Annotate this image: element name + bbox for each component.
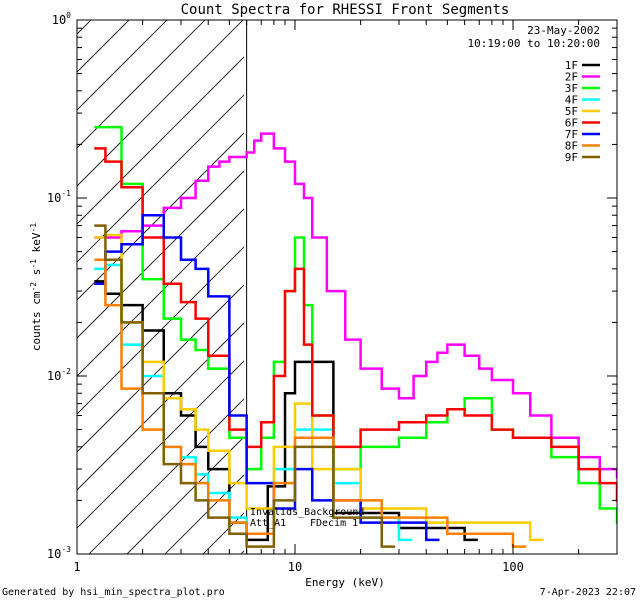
footer-generated-by: Generated by hsi_min_spectra_plot.pro	[2, 587, 225, 598]
legend-label-2F: 2F	[565, 71, 578, 84]
y-tick-label: 10-2	[47, 367, 71, 383]
annotation-decimation: FDecim 1	[310, 518, 358, 529]
series-line-5F	[94, 233, 544, 542]
x-axis-label: Energy (keV)	[305, 576, 384, 589]
y-tick-label: 10-3	[47, 545, 71, 561]
series-lines	[94, 125, 617, 548]
y-tick-label: 100	[52, 11, 71, 27]
legend-label-3F: 3F	[565, 82, 578, 95]
x-tick-label: 100	[502, 560, 524, 574]
y-axis-label: counts cm-2 s-1 keV-1	[29, 223, 43, 351]
legend-label-8F: 8F	[565, 140, 578, 153]
annotation-background: Invalids_Background	[250, 507, 364, 518]
series-line-8F	[94, 258, 527, 548]
series-line-6F	[94, 147, 617, 502]
plot-frame	[76, 19, 618, 555]
annotation-attenuator: Att_A1	[250, 518, 286, 529]
hatch-lines	[77, 20, 244, 554]
date-label: 23-May-2002	[527, 24, 600, 37]
time-range-label: 10:19:00 to 10:20:00	[468, 37, 600, 50]
series-line-2F	[94, 132, 617, 479]
legend-label-9F: 9F	[565, 151, 578, 164]
x-tick-label: 1	[73, 560, 80, 574]
footer-timestamp: 7-Apr-2023 22:07	[540, 587, 636, 598]
series-line-4F	[94, 263, 413, 542]
y-tick-label: 10-1	[47, 189, 71, 205]
x-tick-label: 10	[288, 560, 302, 574]
series-line-7F	[94, 214, 440, 542]
y-axis-ticks: 10-3 10-2 10-1 100	[47, 11, 617, 561]
legend-label-6F: 6F	[565, 117, 578, 130]
x-axis-ticks: 1 10 100	[73, 20, 618, 574]
legend-label-1F: 1F	[565, 59, 578, 72]
legend-label-7F: 7F	[565, 128, 578, 141]
series-line-9F	[94, 224, 395, 548]
legend-label-4F: 4F	[565, 94, 578, 107]
legend-label-5F: 5F	[565, 105, 578, 118]
excluded-region-hatch	[77, 20, 244, 554]
chart-title: Count Spectra for RHESSI Front Segments	[181, 2, 510, 18]
